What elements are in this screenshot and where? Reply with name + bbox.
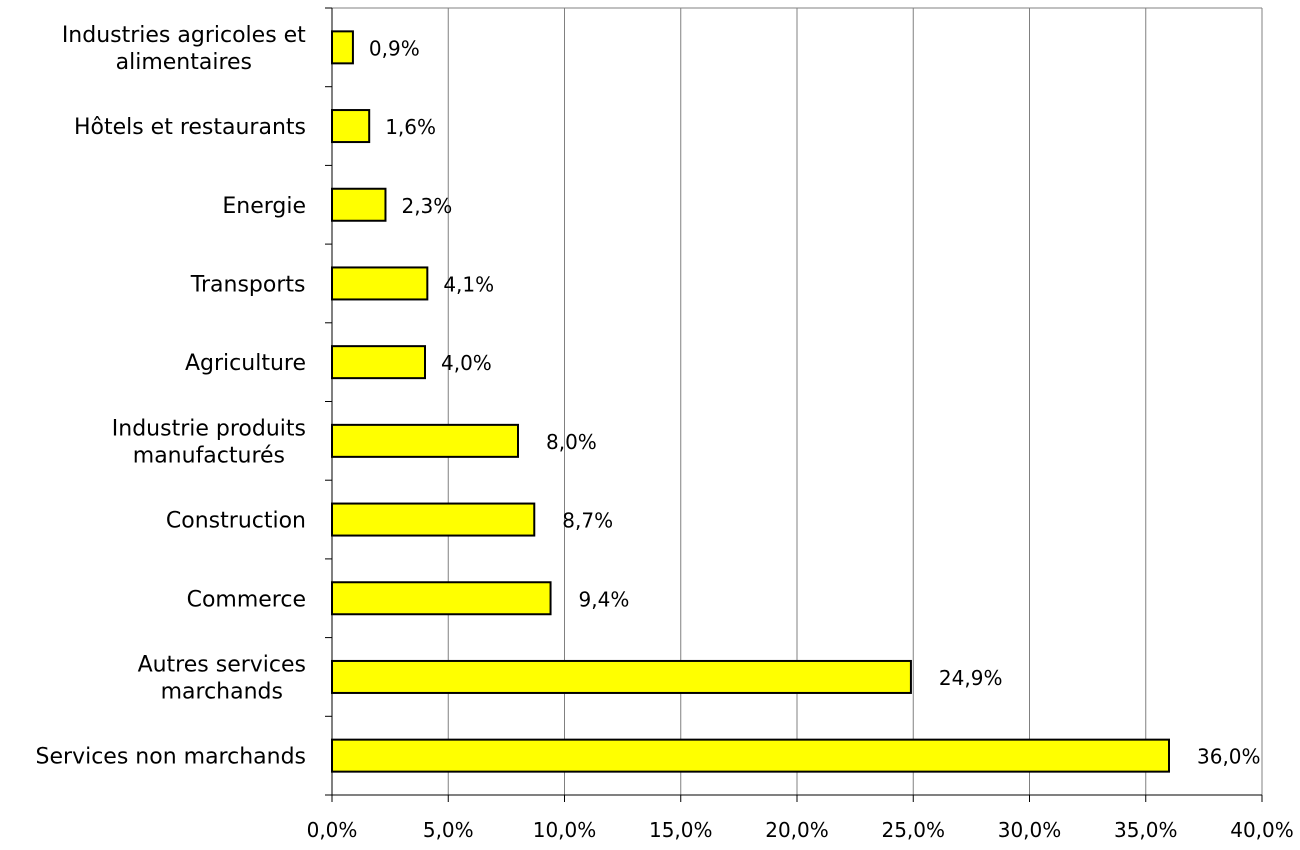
data-label: 0,9% bbox=[369, 36, 420, 60]
x-tick-label: 15,0% bbox=[649, 818, 713, 842]
data-label: 9,4% bbox=[579, 587, 630, 611]
category-label-line: Transports bbox=[190, 272, 306, 297]
data-label: 4,1% bbox=[443, 272, 494, 296]
x-tick-label: 10,0% bbox=[533, 818, 597, 842]
category-label-line: Commerce bbox=[187, 587, 306, 612]
category-label-line: Industries agricoles et bbox=[62, 23, 306, 48]
category-label: Energie bbox=[222, 194, 306, 219]
category-label-line: Construction bbox=[166, 509, 306, 534]
data-label: 1,6% bbox=[385, 115, 436, 139]
category-label-line: Industrie produits bbox=[112, 416, 306, 441]
bar bbox=[331, 502, 536, 537]
category-label-line: Energie bbox=[222, 194, 306, 219]
x-tick-label: 20,0% bbox=[765, 818, 829, 842]
category-label: Services non marchands bbox=[36, 745, 306, 770]
x-tick-label: 0,0% bbox=[307, 818, 358, 842]
category-label-line: Services non marchands bbox=[36, 745, 306, 770]
data-label: 2,3% bbox=[401, 194, 452, 218]
x-tick-label: 40,0% bbox=[1230, 818, 1294, 842]
category-label-line: Hôtels et restaurants bbox=[74, 115, 306, 140]
category-label-line: manufacturés bbox=[133, 443, 285, 468]
x-tick-label: 5,0% bbox=[423, 818, 474, 842]
data-label: 8,0% bbox=[546, 430, 597, 454]
bar bbox=[331, 581, 552, 616]
data-label: 24,9% bbox=[939, 666, 1003, 690]
x-tick-label: 35,0% bbox=[1114, 818, 1178, 842]
data-label: 4,0% bbox=[441, 351, 492, 375]
x-tick-label: 25,0% bbox=[881, 818, 945, 842]
category-label-line: marchands bbox=[161, 679, 283, 704]
category-label: Autres services marchands bbox=[138, 652, 306, 704]
bar bbox=[331, 738, 1170, 773]
category-label: Industrie produits manufacturés bbox=[112, 416, 306, 468]
category-label: Construction bbox=[166, 509, 306, 534]
bar bbox=[331, 345, 426, 380]
category-label: Transports bbox=[190, 272, 306, 297]
category-label: Industries agricoles et alimentaires bbox=[62, 23, 306, 75]
category-label: Commerce bbox=[187, 587, 306, 612]
bar bbox=[331, 423, 519, 458]
category-label-line: Autres services bbox=[138, 652, 306, 677]
category-label-line: alimentaires bbox=[116, 50, 252, 75]
bar bbox=[331, 659, 912, 694]
bar bbox=[331, 30, 354, 65]
x-tick-label: 30,0% bbox=[998, 818, 1062, 842]
bar bbox=[331, 109, 371, 144]
data-label: 36,0% bbox=[1197, 745, 1261, 769]
bar bbox=[331, 266, 429, 301]
category-label-line: Agriculture bbox=[185, 351, 306, 376]
bar bbox=[331, 187, 387, 222]
category-label: Hôtels et restaurants bbox=[74, 115, 306, 140]
data-label: 8,7% bbox=[562, 509, 613, 533]
category-label: Agriculture bbox=[185, 351, 306, 376]
